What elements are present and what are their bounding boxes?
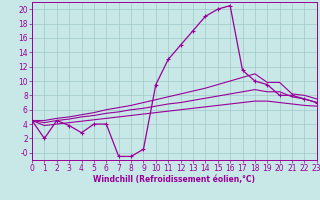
X-axis label: Windchill (Refroidissement éolien,°C): Windchill (Refroidissement éolien,°C) [93,175,255,184]
